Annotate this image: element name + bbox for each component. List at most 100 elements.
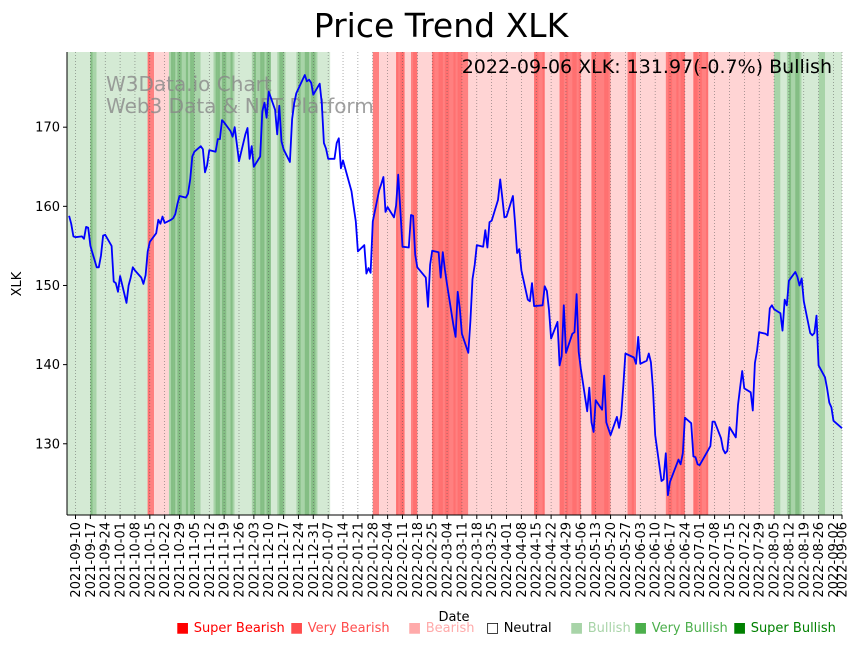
x-tick-label-32: 2022-04-22 (545, 522, 560, 598)
trend-stripe-11 (279, 52, 282, 515)
trend-stripe-22 (457, 52, 460, 515)
x-tick-label-1: 2021-09-17 (84, 522, 99, 598)
trend-stripe-22 (453, 52, 456, 515)
trend-band-very-bearish-25 (534, 52, 545, 515)
x-tick-label-14: 2021-12-17 (277, 522, 292, 598)
x-tick-label-3: 2021-10-01 (114, 522, 129, 598)
trend-stripe-39 (788, 52, 792, 515)
x-tick-label-44: 2022-07-15 (723, 522, 738, 598)
trend-band-bullish-10 (270, 52, 278, 515)
trend-stripe-7 (222, 52, 225, 515)
latest-price-annotation: 2022-09-06 XLK: 131.97(-0.7%) Bullish (462, 56, 832, 78)
trend-stripe-5 (177, 52, 180, 515)
trend-stripe-18 (402, 52, 405, 515)
legend-item-bullish: ■ Bullish (570, 620, 631, 636)
trend-band-bearish-23 (468, 52, 479, 515)
x-tick-label-24: 2022-02-25 (426, 522, 441, 598)
x-tick-label-5: 2021-10-15 (143, 522, 158, 598)
trend-band-bullish-40 (801, 52, 819, 515)
y-tick-label-4: 170 (35, 121, 60, 136)
x-axis-label: Date (438, 610, 469, 625)
trend-band-bearish-32 (636, 52, 666, 515)
trend-stripe-18 (400, 52, 403, 515)
trend-stripe-25 (542, 52, 545, 515)
trend-stripe-27 (565, 52, 569, 515)
x-tick-label-43: 2022-07-08 (708, 522, 723, 598)
trend-stripe-29 (606, 52, 609, 515)
y-tick-label-0: 130 (35, 437, 60, 452)
x-tick-label-8: 2021-11-05 (188, 522, 203, 598)
trend-legend: ■ Super Bearish ■ Very Bearish ■ Bearish □ … (0, 620, 860, 640)
trend-stripe-27 (559, 52, 562, 515)
trend-band-bullish-6 (200, 52, 214, 515)
trend-band-bearish-19 (404, 52, 411, 515)
x-tick-label-9: 2021-11-12 (203, 522, 218, 598)
price-line-xlk (68, 74, 843, 497)
trend-stripe-27 (572, 52, 575, 515)
trend-stripe-9 (260, 52, 263, 515)
trend-band-bullish-12 (285, 52, 297, 515)
x-tick-label-29: 2022-04-01 (500, 522, 515, 598)
trend-stripe-35 (699, 52, 702, 515)
legend-swatch-icon: ■ (570, 620, 588, 636)
legend-swatch-icon: ■ (634, 620, 652, 636)
x-tick-label-25: 2022-03-04 (441, 522, 456, 598)
watermark-line-0: W3Data.io Chart (106, 72, 272, 96)
trend-stripe-13 (306, 52, 310, 515)
trend-stripe-9 (262, 52, 265, 515)
trend-band-bearish-30 (610, 52, 628, 515)
x-tick-label-34: 2022-05-06 (574, 522, 589, 598)
trend-stripe-22 (447, 52, 450, 515)
trend-stripe-33 (670, 52, 673, 515)
trend-stripe-9 (268, 52, 271, 515)
x-tick-label-42: 2022-07-01 (693, 522, 708, 598)
trend-band-bearish-36 (708, 52, 775, 515)
trend-stripe-5 (173, 52, 176, 515)
trend-band-very-bearish-3 (147, 52, 155, 515)
chart-title: Price Trend XLK (314, 6, 570, 45)
trend-stripe-5 (179, 52, 182, 515)
trend-stripe-35 (695, 52, 698, 515)
legend-item-very-bearish: ■ Very Bearish (290, 620, 390, 636)
x-tick-label-0: 2021-09-10 (69, 522, 84, 598)
x-tick-label-11: 2021-11-26 (232, 522, 247, 598)
trend-stripe-13 (298, 52, 301, 515)
x-tick-label-41: 2022-06-24 (678, 522, 693, 598)
x-tick-label-33: 2022-04-29 (559, 522, 574, 598)
trend-stripe-13 (304, 52, 307, 515)
trend-stripe-1 (90, 52, 93, 515)
x-tick-label-21: 2022-02-04 (381, 522, 396, 598)
x-tick-label-13: 2021-12-10 (262, 522, 277, 598)
x-tick-label-52: 2022-09-06 (836, 522, 851, 598)
legend-item-super-bullish: ■ Super Bullish (733, 620, 836, 636)
x-tick-label-15: 2021-12-24 (292, 522, 307, 598)
x-tick-label-4: 2021-10-08 (128, 522, 143, 598)
x-tick-label-23: 2022-02-18 (411, 522, 426, 598)
trend-band-bullish-8 (234, 52, 252, 515)
trend-stripe-35 (693, 52, 696, 515)
x-tick-label-35: 2022-05-13 (589, 522, 604, 598)
trend-stripe-5 (192, 52, 195, 515)
legend-label: Super Bullish (750, 621, 836, 636)
legend-swatch-icon: ■ (176, 620, 194, 636)
legend-label: Very Bullish (651, 621, 728, 636)
trend-stripe-9 (253, 52, 256, 515)
trend-stripe-29 (593, 52, 596, 515)
trend-stripe-7 (224, 52, 227, 515)
trend-stripe-11 (281, 52, 284, 515)
legend-swatch-icon: □ (486, 620, 504, 636)
x-tick-label-38: 2022-06-03 (634, 522, 649, 598)
trend-stripe-7 (215, 52, 218, 515)
trend-stripe-25 (534, 52, 537, 515)
trend-band-bullish-38 (780, 52, 787, 515)
trend-stripe-25 (536, 52, 539, 515)
legend-swatch-icon: ■ (733, 620, 751, 636)
x-tick-label-2: 2021-09-24 (99, 522, 114, 598)
x-tick-label-22: 2022-02-11 (396, 522, 411, 598)
x-tick-label-28: 2022-03-25 (485, 522, 500, 598)
y-tick-label-2: 150 (35, 279, 60, 294)
legend-label: Bearish (425, 621, 475, 636)
trend-stripe-29 (591, 52, 594, 515)
